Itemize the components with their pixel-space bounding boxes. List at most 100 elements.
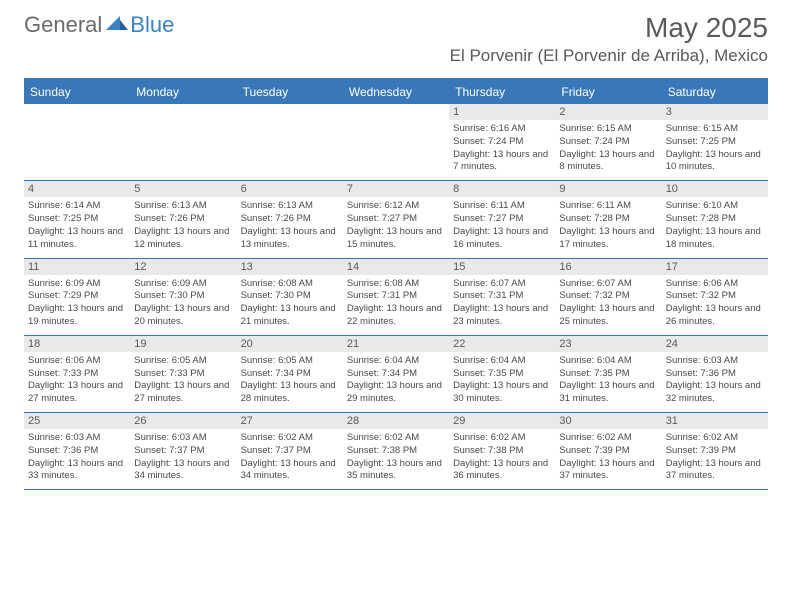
day-number: 14 — [343, 259, 449, 275]
sunset-line: Sunset: 7:33 PM — [134, 368, 232, 381]
day-cell-26: 26Sunrise: 6:03 AMSunset: 7:37 PMDayligh… — [130, 413, 236, 489]
week-row: 4Sunrise: 6:14 AMSunset: 7:25 PMDaylight… — [24, 181, 768, 258]
day-cell — [237, 104, 343, 180]
sunset-line: Sunset: 7:27 PM — [453, 213, 551, 226]
daylight-line: Daylight: 13 hours and 13 minutes. — [241, 226, 339, 252]
sunrise-value: 6:03 AM — [66, 432, 101, 443]
day-body: Sunrise: 6:04 AMSunset: 7:35 PMDaylight:… — [555, 352, 661, 412]
sunrise-label: Sunrise: — [559, 123, 594, 134]
daylight-label: Daylight: — [453, 458, 490, 469]
day-cell-7: 7Sunrise: 6:12 AMSunset: 7:27 PMDaylight… — [343, 181, 449, 257]
sunset-line: Sunset: 7:37 PM — [241, 445, 339, 458]
sunset-label: Sunset: — [134, 445, 166, 456]
header: General Blue May 2025 El Porvenir (El Po… — [0, 0, 792, 70]
daylight-label: Daylight: — [666, 458, 703, 469]
day-body: Sunrise: 6:03 AMSunset: 7:37 PMDaylight:… — [130, 429, 236, 489]
sunset-label: Sunset: — [666, 213, 698, 224]
sunrise-value: 6:08 AM — [278, 278, 313, 289]
daylight-label: Daylight: — [559, 380, 596, 391]
day-cell-13: 13Sunrise: 6:08 AMSunset: 7:30 PMDayligh… — [237, 259, 343, 335]
day-cell-4: 4Sunrise: 6:14 AMSunset: 7:25 PMDaylight… — [24, 181, 130, 257]
daylight-label: Daylight: — [666, 380, 703, 391]
sunset-line: Sunset: 7:34 PM — [241, 368, 339, 381]
sunrise-value: 6:09 AM — [172, 278, 207, 289]
sunset-label: Sunset: — [28, 213, 60, 224]
sunset-label: Sunset: — [453, 445, 485, 456]
day-number: 23 — [555, 336, 661, 352]
daylight-label: Daylight: — [559, 303, 596, 314]
sunset-value: 7:31 PM — [488, 290, 523, 301]
daylight-line: Daylight: 13 hours and 32 minutes. — [666, 380, 764, 406]
sunset-value: 7:33 PM — [63, 368, 98, 379]
sunrise-line: Sunrise: 6:03 AM — [134, 432, 232, 445]
sunset-label: Sunset: — [134, 213, 166, 224]
day-number: 6 — [237, 181, 343, 197]
sunrise-line: Sunrise: 6:08 AM — [241, 278, 339, 291]
day-body: Sunrise: 6:05 AMSunset: 7:34 PMDaylight:… — [237, 352, 343, 412]
sunrise-line: Sunrise: 6:16 AM — [453, 123, 551, 136]
day-body: Sunrise: 6:07 AMSunset: 7:32 PMDaylight:… — [555, 275, 661, 335]
sunrise-label: Sunrise: — [28, 200, 63, 211]
sunset-value: 7:27 PM — [488, 213, 523, 224]
sunset-label: Sunset: — [666, 136, 698, 147]
day-cell-15: 15Sunrise: 6:07 AMSunset: 7:31 PMDayligh… — [449, 259, 555, 335]
day-number: 26 — [130, 413, 236, 429]
sunrise-line: Sunrise: 6:08 AM — [347, 278, 445, 291]
sunset-value: 7:25 PM — [701, 136, 736, 147]
sunset-label: Sunset: — [241, 445, 273, 456]
day-cell-2: 2Sunrise: 6:15 AMSunset: 7:24 PMDaylight… — [555, 104, 661, 180]
daylight-line: Daylight: 13 hours and 36 minutes. — [453, 458, 551, 484]
sunset-label: Sunset: — [666, 290, 698, 301]
sunset-value: 7:36 PM — [701, 368, 736, 379]
sunrise-value: 6:13 AM — [172, 200, 207, 211]
daylight-label: Daylight: — [134, 226, 171, 237]
day-cell — [24, 104, 130, 180]
day-number: 24 — [662, 336, 768, 352]
day-body: Sunrise: 6:06 AMSunset: 7:32 PMDaylight:… — [662, 275, 768, 335]
week-row: 1Sunrise: 6:16 AMSunset: 7:24 PMDaylight… — [24, 104, 768, 181]
sunset-label: Sunset: — [241, 213, 273, 224]
day-cell-14: 14Sunrise: 6:08 AMSunset: 7:31 PMDayligh… — [343, 259, 449, 335]
daylight-line: Daylight: 13 hours and 34 minutes. — [134, 458, 232, 484]
day-body: Sunrise: 6:02 AMSunset: 7:38 PMDaylight:… — [343, 429, 449, 489]
sunset-line: Sunset: 7:24 PM — [559, 136, 657, 149]
daylight-line: Daylight: 13 hours and 11 minutes. — [28, 226, 126, 252]
sunrise-line: Sunrise: 6:06 AM — [28, 355, 126, 368]
sunset-label: Sunset: — [559, 290, 591, 301]
daylight-label: Daylight: — [666, 226, 703, 237]
day-number: 25 — [24, 413, 130, 429]
daylight-line: Daylight: 13 hours and 35 minutes. — [347, 458, 445, 484]
sunrise-label: Sunrise: — [559, 200, 594, 211]
sunrise-label: Sunrise: — [241, 278, 276, 289]
day-number: 12 — [130, 259, 236, 275]
sunrise-label: Sunrise: — [134, 200, 169, 211]
sunrise-label: Sunrise: — [347, 432, 382, 443]
sunset-label: Sunset: — [134, 290, 166, 301]
sunrise-label: Sunrise: — [134, 355, 169, 366]
day-body: Sunrise: 6:08 AMSunset: 7:30 PMDaylight:… — [237, 275, 343, 335]
day-body: Sunrise: 6:10 AMSunset: 7:28 PMDaylight:… — [662, 197, 768, 257]
sunrise-value: 6:15 AM — [597, 123, 632, 134]
sunset-line: Sunset: 7:25 PM — [666, 136, 764, 149]
weekday-header: Saturday — [662, 80, 768, 104]
sunrise-label: Sunrise: — [28, 355, 63, 366]
sunset-line: Sunset: 7:26 PM — [134, 213, 232, 226]
sunrise-line: Sunrise: 6:05 AM — [134, 355, 232, 368]
day-cell-5: 5Sunrise: 6:13 AMSunset: 7:26 PMDaylight… — [130, 181, 236, 257]
day-cell-25: 25Sunrise: 6:03 AMSunset: 7:36 PMDayligh… — [24, 413, 130, 489]
sunset-value: 7:36 PM — [63, 445, 98, 456]
daylight-label: Daylight: — [134, 380, 171, 391]
sunrise-label: Sunrise: — [453, 123, 488, 134]
daylight-label: Daylight: — [559, 149, 596, 160]
sunrise-line: Sunrise: 6:04 AM — [453, 355, 551, 368]
day-cell-16: 16Sunrise: 6:07 AMSunset: 7:32 PMDayligh… — [555, 259, 661, 335]
sunset-label: Sunset: — [347, 368, 379, 379]
sunrise-line: Sunrise: 6:12 AM — [347, 200, 445, 213]
sunset-value: 7:24 PM — [488, 136, 523, 147]
sunrise-line: Sunrise: 6:09 AM — [134, 278, 232, 291]
sunrise-label: Sunrise: — [347, 355, 382, 366]
daylight-line: Daylight: 13 hours and 15 minutes. — [347, 226, 445, 252]
sunset-label: Sunset: — [453, 136, 485, 147]
day-number-empty — [130, 104, 236, 120]
sunset-value: 7:28 PM — [594, 213, 629, 224]
